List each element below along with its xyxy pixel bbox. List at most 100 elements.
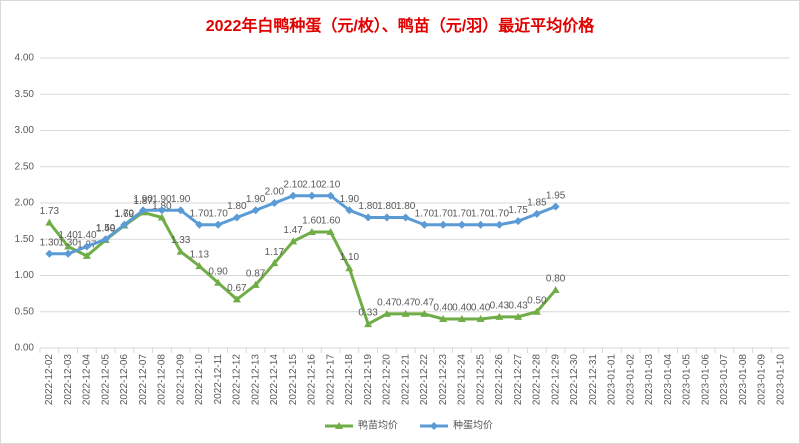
data-label: 1.47 xyxy=(283,225,303,236)
point xyxy=(232,295,241,303)
x-tick-label: 2022-12-14 xyxy=(269,354,280,406)
y-tick-label: 2.50 xyxy=(15,161,35,172)
y-tick-label: 2.00 xyxy=(15,198,35,209)
data-label: 0.40 xyxy=(471,303,491,314)
point xyxy=(82,251,91,259)
point xyxy=(82,242,91,251)
data-label: 0.43 xyxy=(508,300,528,311)
data-label: 1.75 xyxy=(508,205,528,216)
point xyxy=(251,280,260,288)
data-label: 2.10 xyxy=(321,179,341,190)
data-label: 1.80 xyxy=(227,201,247,212)
point xyxy=(176,206,185,215)
point xyxy=(514,312,523,320)
point xyxy=(335,422,343,429)
x-tick-label: 2022-12-09 xyxy=(175,354,186,406)
point xyxy=(401,309,410,317)
x-tick-label: 2022-12-15 xyxy=(288,354,299,406)
data-label: 1.95 xyxy=(546,190,566,201)
data-label: 1.90 xyxy=(133,194,153,205)
x-tick-label: 2022-12-30 xyxy=(569,354,580,406)
x-tick-label: 2022-12-04 xyxy=(82,354,93,406)
data-label: 1.90 xyxy=(171,194,191,205)
data-label: 1.49 xyxy=(96,224,116,235)
point xyxy=(495,220,504,229)
data-label: 1.80 xyxy=(358,201,378,212)
chart-title: 2022年白鸭种蛋（元/枚）、鸭苗（元/羽）最近平均价格 xyxy=(206,16,595,35)
data-label: 1.80 xyxy=(377,201,397,212)
point xyxy=(420,220,429,229)
point xyxy=(364,320,373,328)
x-tick-label: 2022-12-16 xyxy=(307,354,318,406)
point xyxy=(551,286,560,293)
point xyxy=(232,213,241,222)
data-label: 0.47 xyxy=(415,298,435,309)
data-label: 1.90 xyxy=(152,194,172,205)
point xyxy=(176,247,185,255)
point xyxy=(45,249,54,258)
x-tick-label: 2022-12-20 xyxy=(382,354,393,406)
data-label: 1.90 xyxy=(246,194,266,205)
y-tick-label: 0.50 xyxy=(15,306,35,317)
x-tick-label: 2022-12-11 xyxy=(213,354,224,405)
x-tick-label: 2022-12-08 xyxy=(157,354,168,406)
data-label: 0.90 xyxy=(208,266,228,277)
point xyxy=(120,220,129,229)
x-tick-label: 2022-12-06 xyxy=(119,354,130,406)
x-tick-label: 2022-12-22 xyxy=(419,354,430,406)
x-tick-label: 2022-12-25 xyxy=(475,354,486,406)
point xyxy=(289,237,298,245)
x-tick-label: 2023-01-04 xyxy=(663,354,674,406)
point xyxy=(457,315,466,322)
y-tick-label: 1.00 xyxy=(15,270,35,281)
point xyxy=(457,220,466,229)
data-label: 1.30 xyxy=(58,237,78,248)
legend-label: 鸭苗均价 xyxy=(358,419,398,432)
y-tick-label: 3.00 xyxy=(15,125,35,136)
point xyxy=(270,199,279,207)
data-label: 1.30 xyxy=(40,237,60,248)
data-label: 1.70 xyxy=(208,208,228,219)
x-tick-label: 2022-12-03 xyxy=(63,354,74,406)
x-tick-label: 2022-12-05 xyxy=(100,354,111,406)
point xyxy=(551,202,560,211)
data-label: 1.87 xyxy=(133,196,153,207)
point xyxy=(439,220,448,229)
x-tick-label: 2022-12-26 xyxy=(494,354,505,406)
data-label: 1.69 xyxy=(115,209,135,220)
x-tick-label: 2022-12-18 xyxy=(344,354,355,406)
point xyxy=(251,206,260,215)
x-tick-label: 2023-01-07 xyxy=(719,354,730,406)
data-label: 0.43 xyxy=(490,300,510,311)
point xyxy=(476,315,485,322)
x-tick-label: 2022-12-27 xyxy=(513,354,524,406)
point xyxy=(382,213,391,222)
data-label: 1.70 xyxy=(190,208,210,219)
point xyxy=(307,191,316,200)
data-label: 1.80 xyxy=(396,201,416,212)
data-label: 0.47 xyxy=(396,298,416,309)
x-tick-label: 2022-12-28 xyxy=(532,354,543,406)
data-label: 1.85 xyxy=(527,198,547,209)
point xyxy=(139,206,148,215)
x-tick-label: 2023-01-08 xyxy=(738,354,749,406)
point xyxy=(382,309,391,317)
data-label: 0.33 xyxy=(358,308,378,319)
x-tick-label: 2023-01-09 xyxy=(757,354,768,406)
x-tick-label: 2022-12-12 xyxy=(232,354,243,406)
x-tick-label: 2022-12-13 xyxy=(250,354,261,406)
data-label: 2.00 xyxy=(265,187,285,198)
data-label: 1.60 xyxy=(321,216,341,227)
data-label: 1.60 xyxy=(302,216,322,227)
x-tick-label: 2022-12-19 xyxy=(363,354,374,406)
x-tick-label: 2022-12-31 xyxy=(588,354,599,406)
point xyxy=(514,217,523,226)
point xyxy=(532,209,541,218)
point xyxy=(214,278,223,286)
point xyxy=(495,312,504,320)
point xyxy=(439,315,448,322)
y-tick-label: 0.00 xyxy=(15,343,35,354)
point xyxy=(307,228,316,235)
data-label: 1.70 xyxy=(452,208,472,219)
